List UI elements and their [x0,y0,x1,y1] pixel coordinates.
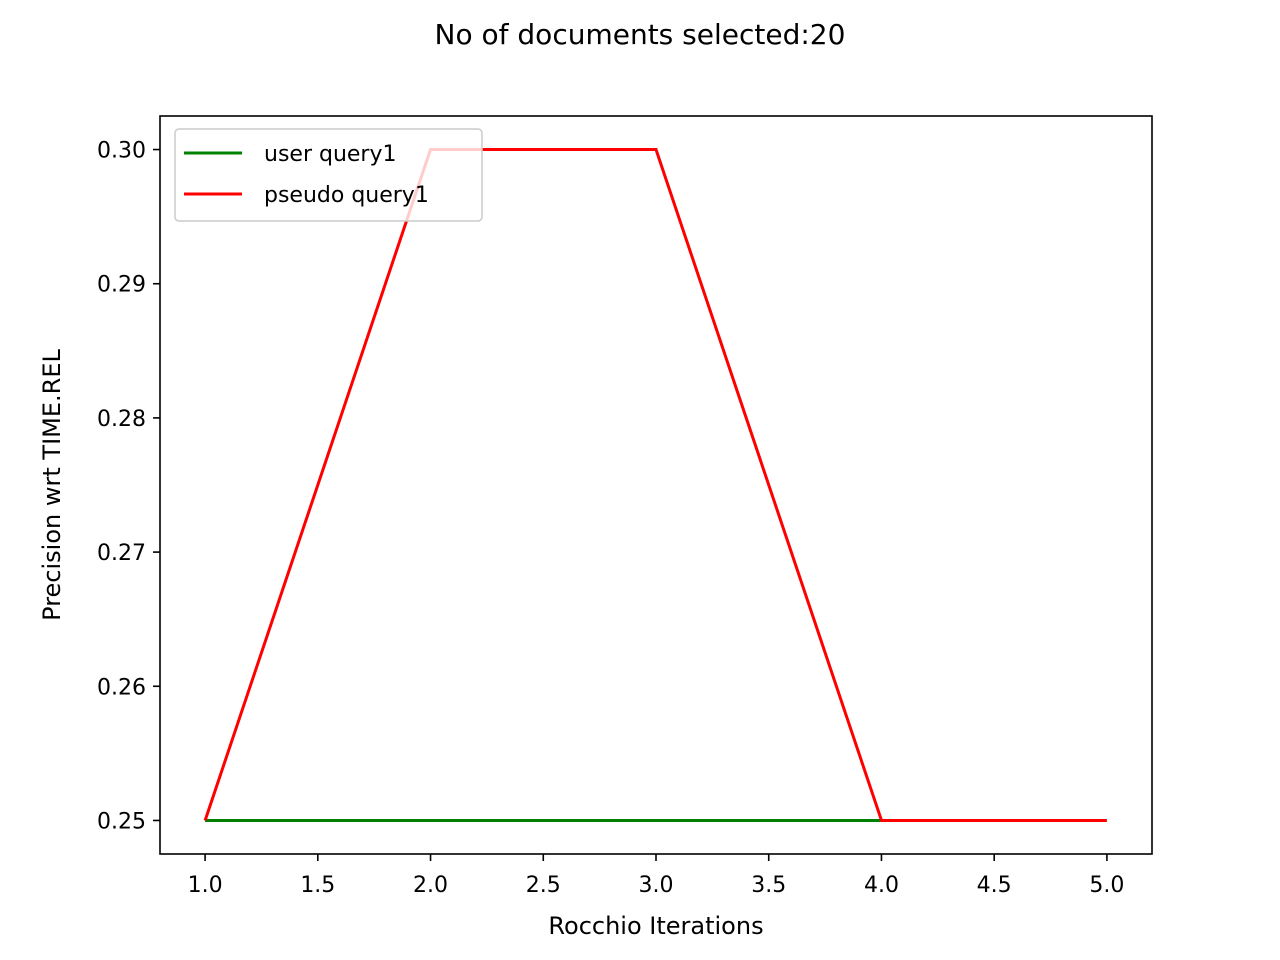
legend: user query1 pseudo query1 [174,128,483,222]
series-line-2 [203,148,1107,822]
y-tick-label: 0.27 [97,541,146,566]
x-tick-label: 1.5 [300,873,335,898]
y-tick-label: 0.30 [97,139,146,164]
x-tick-label: 1.0 [188,873,223,898]
x-tick-label: 5.0 [1089,873,1124,898]
x-tick-label: 2.0 [413,873,448,898]
y-tick-label: 0.25 [97,809,146,834]
y-tick-label: 0.26 [97,675,146,700]
y-tick-label: 0.28 [97,407,146,432]
y-axis-label: Precision wrt TIME.REL [38,349,66,621]
y-tick-label: 0.29 [97,273,146,298]
series-lines [203,148,1107,822]
plot-area [159,115,1153,855]
legend-entry: user query1 [264,142,396,167]
x-tick-label: 4.5 [977,873,1012,898]
x-tick-label: 3.0 [639,873,674,898]
legend-box [174,128,483,222]
y-axis: 0.25 0.26 0.27 0.28 0.29 0.30 [97,139,160,834]
x-axis-label: Rocchio Iterations [548,912,763,940]
legend-entry: pseudo query1 [264,183,429,208]
x-tick-label: 4.0 [864,873,899,898]
chart-title: No of documents selected:20 [435,18,846,51]
plot-frame [159,115,1153,855]
x-axis: 1.0 1.5 2.0 2.5 3.0 3.5 4.0 4.5 5.0 [188,854,1124,898]
x-tick-label: 2.5 [526,873,561,898]
x-tick-label: 3.5 [751,873,786,898]
